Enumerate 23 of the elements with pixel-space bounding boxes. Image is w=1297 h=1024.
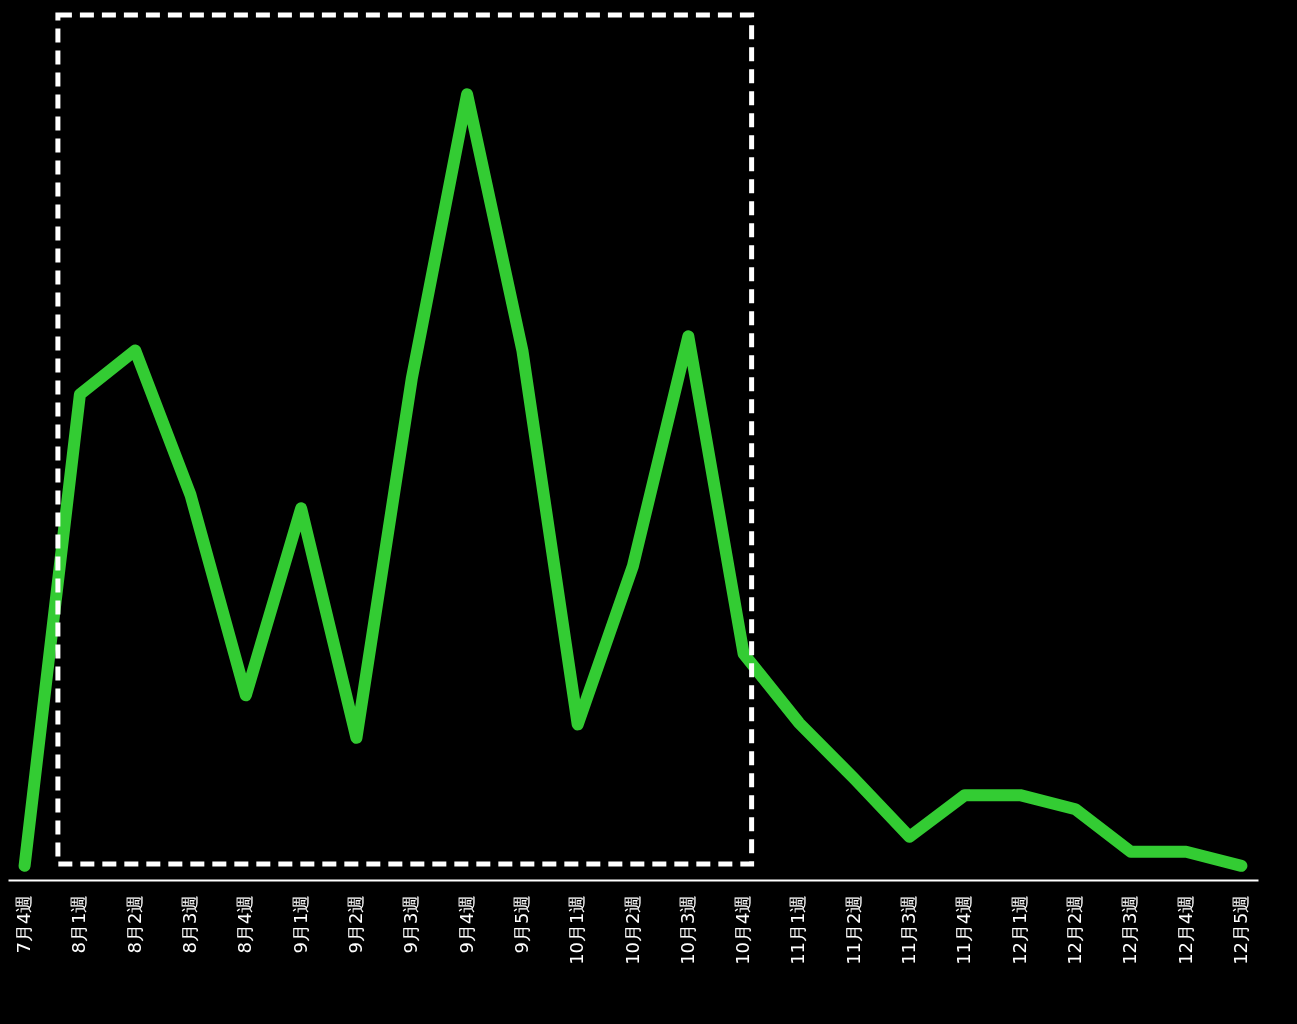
x-tick-label: 10月2週 bbox=[621, 894, 643, 965]
x-tick-label: 12月5週 bbox=[1229, 894, 1251, 965]
x-tick-label: 12月2週 bbox=[1063, 894, 1085, 965]
x-tick-label: 8月3週 bbox=[179, 894, 201, 954]
x-tick-label: 10月3週 bbox=[676, 894, 698, 965]
x-tick-label: 8月1週 bbox=[68, 894, 90, 954]
x-tick-label: 11月4週 bbox=[953, 894, 975, 965]
x-tick-label: 12月1週 bbox=[1008, 894, 1030, 965]
x-tick-label: 9月4週 bbox=[455, 894, 477, 954]
x-tick-label: 9月3週 bbox=[400, 894, 422, 954]
x-tick-label: 9月1週 bbox=[289, 894, 311, 954]
x-tick-label: 12月4週 bbox=[1174, 894, 1196, 965]
x-tick-label: 11月1週 bbox=[787, 894, 809, 965]
x-tick-label: 9月5週 bbox=[510, 894, 532, 954]
x-tick-label: 12月3週 bbox=[1119, 894, 1141, 965]
x-tick-label: 9月2週 bbox=[344, 894, 366, 954]
x-tick-label: 11月3週 bbox=[898, 894, 920, 965]
x-tick-label: 10月4週 bbox=[732, 894, 754, 965]
x-tick-label: 8月2週 bbox=[123, 894, 145, 954]
x-tick-label: 8月4週 bbox=[234, 894, 256, 954]
x-tick-label: 11月2週 bbox=[842, 894, 864, 965]
x-tick-label: 7月4週 bbox=[13, 894, 35, 954]
x-tick-label: 10月1週 bbox=[566, 894, 588, 965]
